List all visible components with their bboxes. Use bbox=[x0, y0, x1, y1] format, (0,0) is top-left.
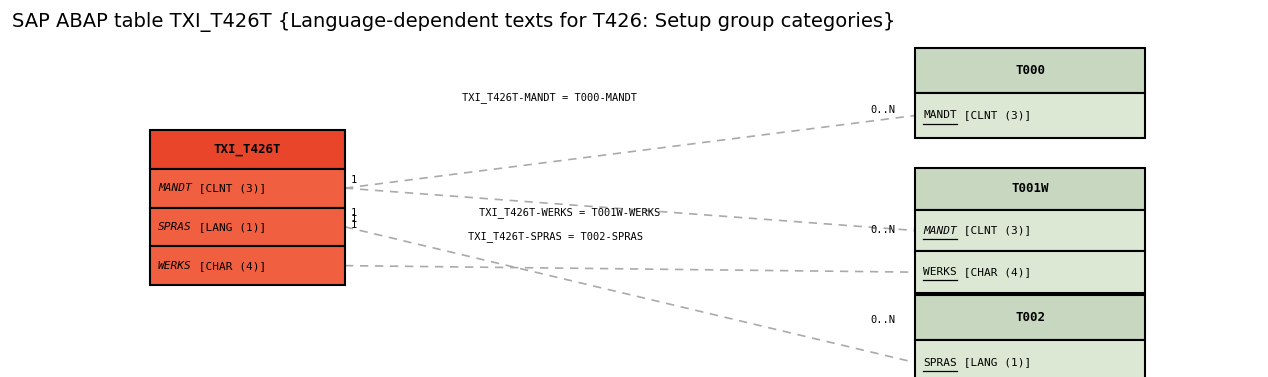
Bar bbox=[150, 246, 345, 285]
Text: TXI_T426T-SPRAS = T002-SPRAS: TXI_T426T-SPRAS = T002-SPRAS bbox=[468, 231, 643, 242]
Text: WERKS: WERKS bbox=[158, 261, 191, 271]
Text: 0..N: 0..N bbox=[870, 105, 895, 115]
Bar bbox=[915, 251, 1145, 293]
Text: [LANG (1)]: [LANG (1)] bbox=[957, 357, 1031, 368]
Bar bbox=[915, 340, 1145, 377]
Text: SAP ABAP table TXI_T426T {Language-dependent texts for T426: Setup group categor: SAP ABAP table TXI_T426T {Language-depen… bbox=[11, 12, 895, 32]
Text: TXI_T426T-WERKS = T001W-WERKS: TXI_T426T-WERKS = T001W-WERKS bbox=[479, 208, 661, 218]
Text: [CLNT (3)]: [CLNT (3)] bbox=[957, 110, 1031, 121]
Bar bbox=[915, 48, 1145, 93]
Bar bbox=[915, 168, 1145, 210]
Text: SPRAS: SPRAS bbox=[158, 222, 191, 232]
Text: 1: 1 bbox=[351, 214, 358, 224]
Bar bbox=[150, 130, 345, 169]
Text: 1: 1 bbox=[351, 175, 358, 185]
Bar bbox=[150, 207, 345, 246]
Text: [LANG (1)]: [LANG (1)] bbox=[191, 222, 266, 232]
Text: T001W: T001W bbox=[1012, 182, 1049, 195]
Bar bbox=[915, 93, 1145, 138]
Text: 0..N: 0..N bbox=[870, 315, 895, 325]
Text: WERKS: WERKS bbox=[923, 267, 957, 277]
Bar bbox=[915, 210, 1145, 251]
Text: TXI_T426T: TXI_T426T bbox=[214, 143, 281, 156]
Text: [CHAR (4)]: [CHAR (4)] bbox=[957, 267, 1031, 277]
Text: MANDT: MANDT bbox=[158, 183, 191, 193]
Text: 1: 1 bbox=[351, 220, 358, 230]
Text: TXI_T426T-MANDT = T000-MANDT: TXI_T426T-MANDT = T000-MANDT bbox=[463, 92, 638, 103]
Text: SPRAS: SPRAS bbox=[923, 357, 957, 368]
Bar bbox=[150, 169, 345, 207]
Text: T000: T000 bbox=[1014, 64, 1045, 77]
Text: 1: 1 bbox=[351, 208, 358, 218]
Text: 0..N: 0..N bbox=[870, 225, 895, 235]
Text: [CLNT (3)]: [CLNT (3)] bbox=[191, 183, 266, 193]
Text: MANDT: MANDT bbox=[923, 225, 957, 236]
Text: T002: T002 bbox=[1014, 311, 1045, 324]
Text: [CHAR (4)]: [CHAR (4)] bbox=[191, 261, 266, 271]
Bar bbox=[915, 295, 1145, 340]
Text: MANDT: MANDT bbox=[923, 110, 957, 121]
Text: [CLNT (3)]: [CLNT (3)] bbox=[957, 225, 1031, 236]
